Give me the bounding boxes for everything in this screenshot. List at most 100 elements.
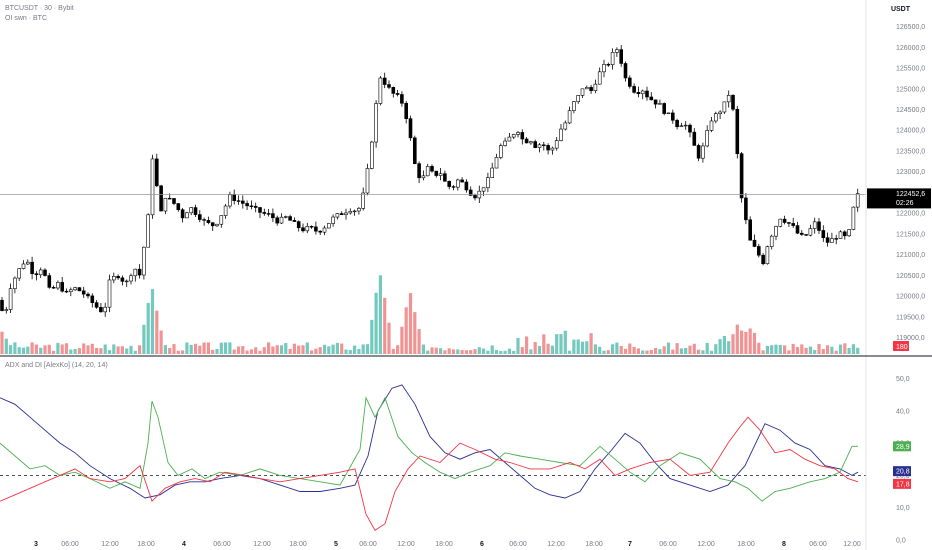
- adx-tick-label: 50,0: [896, 376, 910, 383]
- volume-bar: [107, 350, 112, 354]
- candle: [73, 286, 77, 292]
- candle: [447, 180, 452, 190]
- candle: [838, 230, 843, 239]
- adx-indicator-pane[interactable]: [0, 384, 866, 531]
- candle: [503, 137, 507, 147]
- price-tick-label: 121500,0: [896, 231, 925, 238]
- volume-bar: [576, 339, 580, 354]
- candle-body: [580, 88, 585, 96]
- candle: [842, 230, 847, 240]
- volume-bar: [709, 350, 714, 354]
- candle-body: [133, 268, 138, 277]
- volume-bar: [353, 345, 357, 354]
- candle: [86, 292, 90, 299]
- volume-bar: [632, 346, 636, 354]
- volume-bar: [537, 345, 542, 354]
- candle: [150, 154, 155, 219]
- adx-legend[interactable]: ADX and DI [AlexKo] (14, 20, 14): [5, 362, 108, 369]
- candle-body: [765, 246, 770, 265]
- time-tick-label: 5: [334, 541, 338, 548]
- candle: [34, 271, 39, 281]
- candle-body: [679, 125, 684, 128]
- volume-bar: [469, 350, 473, 354]
- candle: [202, 217, 206, 226]
- volume-bar: [224, 342, 228, 354]
- candle-body: [559, 128, 563, 141]
- candle: [129, 273, 133, 285]
- candle-body: [447, 180, 452, 187]
- candle: [0, 296, 4, 312]
- candle-body: [473, 195, 477, 199]
- candle: [241, 195, 245, 209]
- candle: [245, 200, 249, 210]
- candle-body: [107, 279, 112, 308]
- volume-bar: [808, 346, 812, 354]
- volume-bar: [714, 344, 718, 354]
- candle-body: [636, 92, 641, 95]
- candle: [335, 212, 340, 220]
- candle-body: [778, 218, 783, 227]
- candle-body: [821, 230, 826, 238]
- series-value-label: 28,9: [896, 444, 910, 451]
- candle-body: [670, 112, 675, 121]
- candle-body: [516, 132, 520, 135]
- candle: [99, 303, 103, 313]
- candle: [567, 106, 572, 125]
- candle: [481, 187, 486, 197]
- candle: [735, 106, 740, 159]
- volume-bar: [301, 345, 305, 354]
- volume-bar: [138, 345, 142, 354]
- candle-body: [215, 223, 219, 227]
- candle: [13, 276, 17, 294]
- candle: [795, 221, 800, 235]
- volume-bar: [417, 329, 421, 354]
- candle-body: [726, 95, 731, 103]
- candle: [701, 142, 705, 163]
- candle: [632, 83, 636, 94]
- candle: [198, 210, 202, 223]
- candle: [223, 203, 228, 219]
- candle-body: [81, 290, 86, 295]
- volume-bar: [490, 345, 494, 354]
- time-tick-label: 12:00: [101, 541, 119, 548]
- candle-body: [623, 63, 628, 79]
- volume-bar: [856, 347, 860, 354]
- symbol-legend[interactable]: BTCUSDT · 30 · Bybit: [5, 5, 74, 12]
- candle: [421, 170, 426, 181]
- candle: [266, 208, 271, 217]
- volume-bar: [236, 346, 241, 354]
- volume-bar: [499, 350, 503, 354]
- candle: [262, 208, 267, 216]
- candle-body: [434, 170, 439, 176]
- indicator-legend[interactable]: OI swn · BTC: [5, 15, 48, 22]
- candle-body: [51, 287, 56, 289]
- volume-bar: [615, 342, 619, 354]
- volume-bar: [851, 344, 855, 354]
- volume-bar: [340, 343, 344, 354]
- candle: [688, 123, 692, 138]
- candle: [718, 110, 722, 120]
- volume-bar: [692, 343, 696, 354]
- time-axis[interactable]: 3 06:00 12:00 18:00 4 06:00 12:00 18:00 5 06:00 12…: [34, 541, 861, 548]
- volume-bar: [116, 346, 120, 354]
- volume-bar: [82, 343, 86, 354]
- candle: [163, 197, 168, 215]
- price-pane[interactable]: [0, 44, 866, 317]
- candle: [210, 222, 215, 231]
- candle-body: [593, 83, 598, 91]
- candle: [279, 213, 284, 224]
- volume-bar: [525, 336, 529, 354]
- price-tick-label: 123000,0: [896, 169, 925, 176]
- candle: [787, 222, 791, 227]
- currency-label[interactable]: USDT: [890, 6, 910, 13]
- candle: [524, 136, 529, 144]
- candle: [142, 246, 146, 280]
- volume-bar: [13, 342, 17, 354]
- candle-body: [120, 277, 125, 282]
- volume-bar: [649, 349, 653, 354]
- volume-bar: [103, 344, 107, 354]
- volume-bar: [800, 344, 804, 354]
- candle-body: [331, 216, 335, 224]
